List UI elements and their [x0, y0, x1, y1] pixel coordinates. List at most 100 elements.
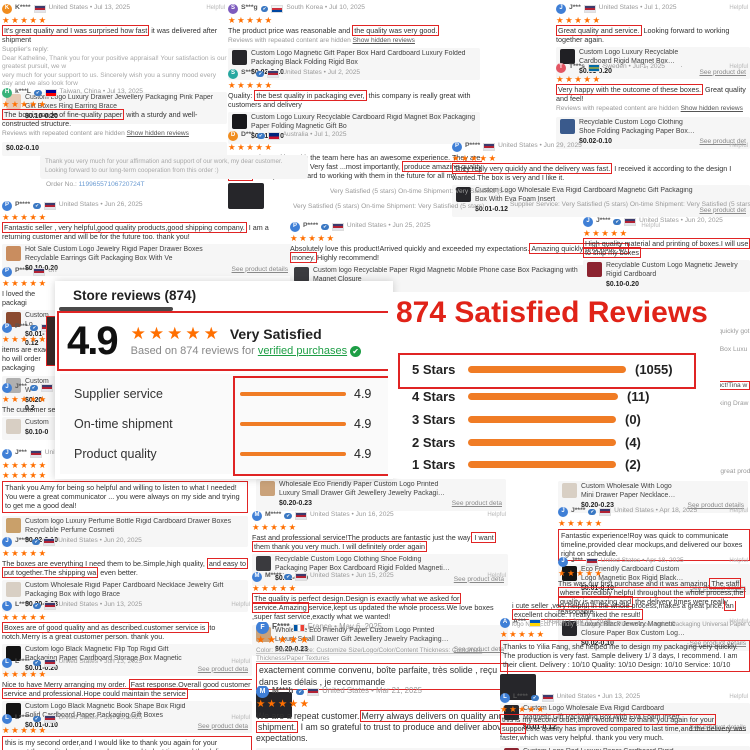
helpful-button[interactable]: Helpful — [729, 63, 748, 70]
product-card[interactable]: $0.02-0.10 — [2, 141, 227, 156]
review-text: Boxes are of good quality and as describ… — [2, 621, 252, 642]
verified-purchases-link[interactable]: verified purchases — [257, 345, 348, 357]
product-thumbnail — [560, 49, 575, 65]
helpful-button[interactable]: Helpful — [729, 142, 748, 149]
rating-stars-icon: ★★★★★ — [130, 324, 222, 343]
review-meta: United States • Jun 13, 2025 — [58, 714, 143, 722]
review-header: T T***s Sweden • Jul 1, 2025 Helpful — [556, 62, 750, 73]
reviewer-name: J*** — [571, 557, 583, 565]
show-hidden-reviews-link[interactable]: Show hidden reviews — [680, 105, 743, 113]
product-card[interactable]: Custom Logo Wholesale Eva Rigid Cardboar… — [500, 702, 750, 735]
review-header: J J*** United States • Apr 18, 2025 Helpful — [558, 556, 750, 567]
review-meta: United States • Jun 20, 2025 — [639, 217, 723, 225]
review-header: L L**** ✔ United States • Jun 13, 2025 Helpf… — [2, 713, 252, 724]
helpful-button[interactable]: Helpful — [729, 557, 748, 564]
verified-badge-icon: ✔ — [32, 715, 41, 722]
supplier-reply-box: Thank you very much for your affirmation… — [40, 155, 308, 179]
see-product-details-link[interactable]: See product deta — [453, 645, 504, 653]
helpful-button[interactable]: Helpful — [206, 4, 225, 11]
active-tab-indicator — [59, 307, 173, 311]
product-card[interactable]: Custom Wholesale Rigid Paper Cardboard N… — [2, 580, 248, 613]
see-product-details-link[interactable]: See product det — [699, 206, 746, 214]
plain-text: i cute seller ,very helpful in the whole… — [512, 601, 724, 610]
show-hidden-reviews-link[interactable]: Show hidden reviews — [352, 36, 415, 44]
highlighted-text: exactement comme convenu, boîte parfaite… — [259, 665, 498, 687]
product-card[interactable]: Custom Logo Wholesale Eva Rigid Cardboar… — [452, 185, 750, 218]
product-card[interactable]: Eco Friendly Cardboard Custom Logo Magne… — [558, 563, 750, 596]
product-card[interactable]: Custom Logo Luxury Drawer Jewellery Pack… — [2, 92, 227, 124]
product-card[interactable]: Custom Logo Black Magnetic Book Shape Bo… — [2, 701, 252, 734]
product-name: Custom Logo Black Magnetic Book Shape Bo… — [25, 703, 186, 720]
helpful-button[interactable]: Helpful — [729, 618, 748, 625]
see-product-details-link[interactable]: See product deta — [197, 722, 248, 730]
helpful-button[interactable]: Helpful — [231, 714, 250, 721]
review-text: Thanks to Yilia Fang, she helped me to d… — [500, 639, 750, 672]
review-stars-icon: ★★★★★ — [558, 568, 604, 578]
product-thumbnail — [294, 267, 309, 283]
product-card[interactable]: Custom logo Luxury Perfume Bottle Rigid … — [2, 515, 248, 548]
product-card[interactable]: Recyclable Custom Logo Clothing Shoe Fol… — [252, 554, 508, 587]
see-product-details-link[interactable]: See product deta — [197, 665, 248, 673]
review-meta: United States • Jun 15, 2025 — [310, 572, 394, 580]
product-name: Custom logo Black Magnetic Flip Top Rigi… — [25, 646, 182, 663]
product-card[interactable]: Custom W $0.20-0.2 — [2, 375, 57, 417]
metric-row: Product quality 4.9 — [74, 444, 378, 464]
helpful-button[interactable]: Helpful — [641, 222, 660, 229]
see-product-details-link[interactable]: See product details — [689, 640, 746, 648]
see-product-details-link[interactable]: See product deta — [451, 500, 502, 508]
plain-text: even better. — [98, 567, 138, 577]
plain-text: t.the quality has improved compared to l… — [500, 723, 747, 743]
review-meta: United States • Jul 1, 2025 — [598, 4, 677, 12]
see-product-details-link[interactable]: See product details — [689, 723, 746, 731]
plain-text: to notch.Merry is a great customer perso… — [2, 622, 216, 641]
see-product-details-link[interactable]: See product det — [699, 68, 746, 76]
see-product-details-link[interactable]: See product deta — [453, 575, 504, 583]
helpful-button[interactable]: Helpful — [487, 572, 506, 579]
product-info: Custom logo Black Magnetic Flip Top Rigi… — [25, 646, 194, 674]
see-product-details-link[interactable]: See product details — [687, 502, 744, 510]
product-thumbnail — [560, 118, 575, 134]
review-stars-icon: ★★★★★ — [500, 704, 546, 714]
see-product-details-link[interactable]: See product details — [689, 584, 746, 592]
helpful-button[interactable]: Helpful — [729, 4, 748, 11]
helpful-button[interactable]: Helpful — [231, 658, 250, 665]
review-text: The boxes are everything I need them to … — [2, 557, 248, 578]
product-card[interactable]: Recyclable Custom Logo Clothing Shoe Fol… — [556, 116, 750, 149]
see-product-details-link[interactable]: See product details — [231, 265, 288, 273]
highlighted-text: I want them thank you very much. I will … — [252, 531, 496, 552]
country-flag-icon — [331, 222, 344, 231]
product-card[interactable]: Recyclable Custom Logo Magnetic Jewelry … — [583, 260, 750, 293]
review-text: It's great quality and I was surprised h… — [2, 24, 227, 45]
product-card[interactable]: Custom $0.10-0 — [2, 416, 57, 440]
see-product-details-link[interactable]: See product det — [699, 138, 746, 146]
overall-rating-box: 4.9 ★★★★★ Very Satisfied Based on 874 re… — [57, 311, 391, 371]
product-card[interactable]: Custom Logo Luxury Recyclable Cardboard … — [556, 47, 750, 80]
product-info: Recyclable Custom Logo Clothing Shoe Fol… — [579, 119, 695, 147]
helpful-button[interactable]: Helpful — [729, 507, 748, 514]
product-card[interactable]: Custom Wholesale With Logo Mini Drawer P… — [558, 481, 748, 513]
product-thumbnail — [504, 704, 519, 720]
review-card: L L**** ✔ United States • Jun 13, 2025 Helpf… — [2, 657, 252, 734]
verified-badge-icon: ✔ — [32, 538, 41, 545]
verified-badge-icon: ✔ — [32, 659, 41, 666]
product-card[interactable]: Luxury Black Jewelry Magnetic Closure Pa… — [558, 618, 750, 651]
helpful-button[interactable]: Helpful — [729, 693, 748, 700]
helpful-button[interactable]: Helpful — [487, 511, 506, 518]
product-info: Custom Logo Red Luxury Paper Cardboard R… — [523, 748, 686, 750]
product-card[interactable]: Hot Sale Custom Logo Jewelry Rigid Paper… — [2, 244, 292, 277]
helpful-button[interactable]: Helpful — [231, 601, 250, 608]
product-price: $0.01-0.10 — [25, 722, 58, 730]
product-card[interactable]: Wholesale Eco Friendly Paper Custom Logo… — [256, 479, 506, 511]
avatar: L — [2, 657, 12, 668]
avatar: M — [252, 571, 262, 582]
review-meta: Taiwan, China • Jul 13, 2025 — [59, 88, 143, 96]
product-info: Custom Logo Luxury Drawer Jewellery Pack… — [25, 94, 223, 122]
avatar: J — [558, 506, 568, 517]
highlighted-text: this is my second order,and I would like… — [500, 713, 717, 734]
review-photo[interactable] — [228, 182, 264, 209]
show-hidden-reviews-link[interactable]: Show hidden reviews — [126, 130, 189, 138]
plain-text: The boxes are everything I need them to … — [2, 558, 207, 568]
reviewer-name: T***s — [569, 63, 585, 71]
product-card[interactable]: Custom Logo Red Luxury Paper Cardboard R… — [500, 745, 750, 750]
